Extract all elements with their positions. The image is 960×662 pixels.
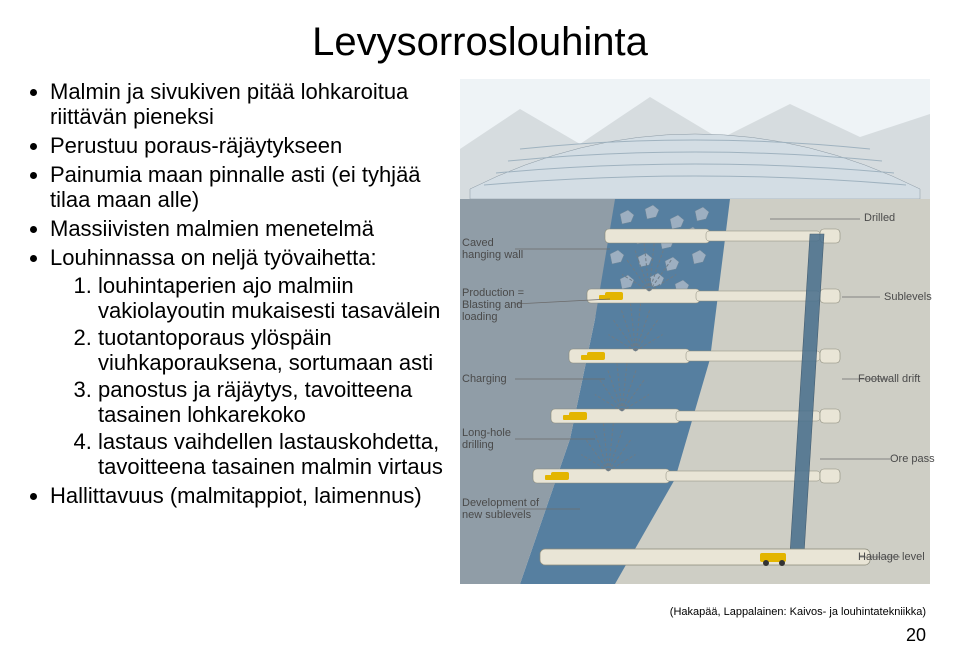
label-development: Development of new sublevels: [462, 497, 539, 521]
label-footwall-drift: Footwall drift: [858, 373, 920, 385]
label-ore-pass: Ore pass: [890, 453, 935, 465]
text-column: Malmin ja sivukiven pitää lohkaroitua ri…: [30, 79, 446, 512]
bullet-item: Louhinnassa on neljä työvaihetta: louhin…: [50, 245, 446, 479]
bullet-item: Hallittavuus (malmitappiot, laimennus): [50, 483, 446, 508]
body-row: Malmin ja sivukiven pitää lohkaroitua ri…: [30, 79, 930, 584]
label-long-hole-drilling: Long-hole drilling: [462, 427, 511, 451]
label-haulage-level: Haulage level: [858, 551, 925, 563]
step-item: lastaus vaihdellen lastauskohdetta, tavo…: [98, 429, 446, 479]
bullet-item: Painumia maan pinnalle asti (ei tyhjää t…: [50, 162, 446, 212]
page-number: 20: [906, 625, 926, 646]
slide: Levysorroslouhinta Malmin ja sivukiven p…: [0, 0, 960, 662]
label-caved-hanging-wall: Caved hanging wall: [462, 237, 523, 261]
citation: (Hakapää, Lappalainen: Kaivos- ja louhin…: [670, 606, 926, 618]
sublevel-caving-diagram: Caved hanging wall Production = Blasting…: [460, 79, 930, 584]
step-item: louhintaperien ajo malmiin vakiolayoutin…: [98, 273, 446, 323]
step-item: tuotantoporaus ylöspäin viuhkaporauksena…: [98, 325, 446, 375]
label-sublevels: Sublevels: [884, 291, 932, 303]
label-charging: Charging: [462, 373, 507, 385]
bullet-item: Malmin ja sivukiven pitää lohkaroitua ri…: [50, 79, 446, 129]
figure-column: Caved hanging wall Production = Blasting…: [460, 79, 930, 584]
label-production: Production = Blasting and loading: [462, 287, 524, 323]
page-title: Levysorroslouhinta: [30, 20, 930, 65]
bullet-item: Perustuu poraus-räjäytykseen: [50, 133, 446, 158]
step-item: panostus ja räjäytys, tavoitteena tasain…: [98, 377, 446, 427]
numbered-steps: louhintaperien ajo malmiin vakiolayoutin…: [50, 273, 446, 480]
label-drilled: Drilled: [864, 212, 895, 224]
bullet-text: Louhinnassa on neljä työvaihetta:: [50, 245, 377, 270]
bullet-item: Massiivisten malmien menetelmä: [50, 216, 446, 241]
bullet-list: Malmin ja sivukiven pitää lohkaroitua ri…: [30, 79, 446, 508]
